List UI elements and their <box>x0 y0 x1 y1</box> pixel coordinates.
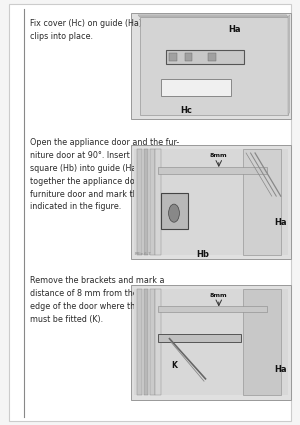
Polygon shape <box>138 15 288 17</box>
Bar <box>155 149 161 255</box>
Text: Ha: Ha <box>274 365 286 374</box>
Bar <box>158 306 267 312</box>
Text: Hc: Hc <box>181 106 193 115</box>
Bar <box>130 285 291 399</box>
Polygon shape <box>288 15 290 115</box>
Bar <box>169 53 177 61</box>
Text: Hb: Hb <box>196 249 209 259</box>
Bar <box>208 53 216 61</box>
Bar <box>167 50 244 64</box>
Bar <box>158 334 241 342</box>
Text: 8mm: 8mm <box>210 293 228 298</box>
Bar <box>243 289 281 395</box>
Bar <box>155 289 161 395</box>
Bar <box>160 193 188 230</box>
Ellipse shape <box>169 204 179 222</box>
Polygon shape <box>140 17 288 115</box>
Bar <box>130 144 291 259</box>
Text: Ha: Ha <box>229 25 241 34</box>
Bar <box>130 13 291 119</box>
Bar <box>144 289 148 395</box>
Text: Ha: Ha <box>274 218 286 227</box>
Bar <box>134 289 288 395</box>
Bar <box>136 149 142 255</box>
Text: K: K <box>171 360 177 370</box>
Text: PRIe.6,7: PRIe.6,7 <box>135 252 152 256</box>
Text: Fix cover (Hc) on guide (Ha) until it
clips into place.: Fix cover (Hc) on guide (Ha) until it cl… <box>30 19 170 41</box>
Bar <box>160 79 231 96</box>
Bar <box>158 167 267 174</box>
Text: 8mm: 8mm <box>210 153 228 158</box>
Bar <box>150 289 155 395</box>
Text: Remove the brackets and mark a
distance of 8 mm from the outer
edge of the door : Remove the brackets and mark a distance … <box>30 276 164 324</box>
Bar <box>136 289 142 395</box>
Bar <box>134 149 288 255</box>
Bar <box>184 53 192 61</box>
Bar <box>144 149 148 255</box>
Bar <box>150 149 155 255</box>
Text: Open the appliance door and the fur-
niture door at 90°. Insert  the small
squar: Open the appliance door and the fur- nit… <box>30 138 179 211</box>
Bar <box>243 149 281 255</box>
